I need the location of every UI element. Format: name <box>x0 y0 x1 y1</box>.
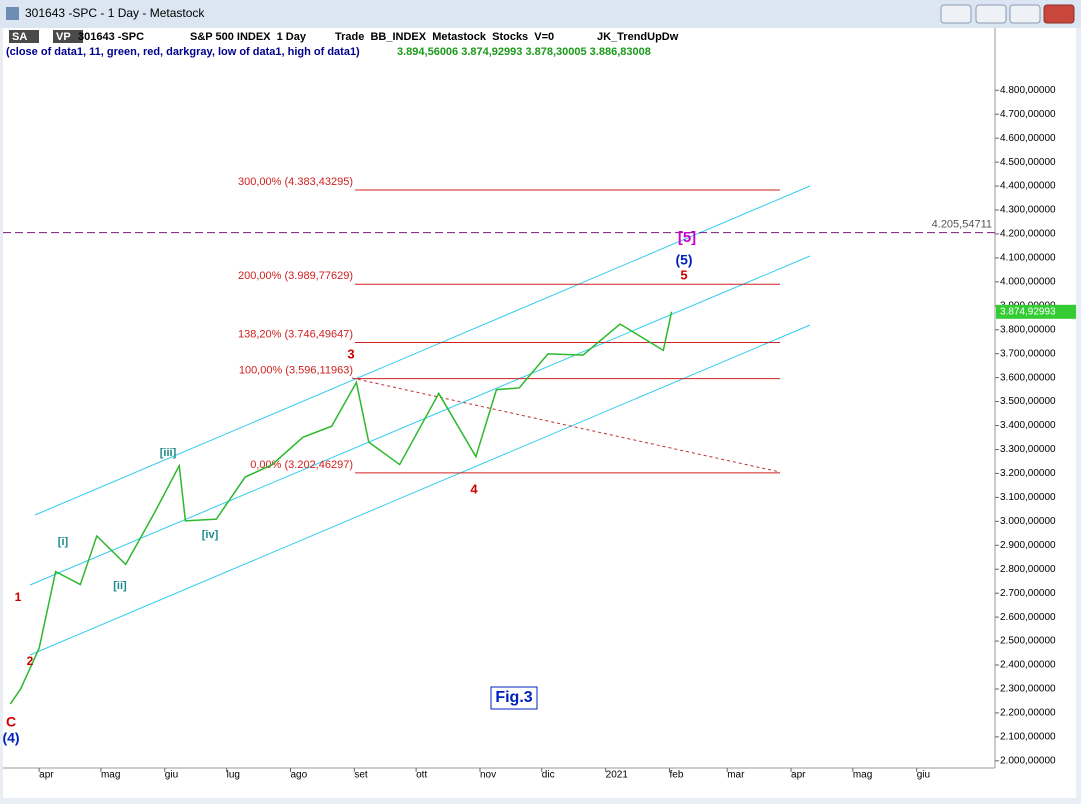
wave-label: 3 <box>347 346 354 361</box>
y-tick-label: 2.100,00000 <box>1000 732 1056 743</box>
y-tick-label: 4.100,00000 <box>1000 253 1056 264</box>
toolbar-item: 301643 -SPC <box>78 31 144 43</box>
channel-line <box>29 255 811 586</box>
fib-label: 100,00% (3.596,11963) <box>239 364 353 376</box>
wave-label: (4) <box>2 730 19 746</box>
fib-label: 300,00% (4.383,43295) <box>238 176 353 188</box>
minimize-button[interactable] <box>975 4 1007 24</box>
x-tick-label: apr <box>39 770 54 781</box>
x-tick-label: giu <box>165 770 178 781</box>
y-tick-label: 4.400,00000 <box>1000 181 1056 192</box>
channel-line <box>29 324 811 656</box>
y-tick-label: 2.000,00000 <box>1000 755 1056 766</box>
toolbar-item: JK_TrendUpDw <box>597 31 679 43</box>
y-tick-label: 3.000,00000 <box>1000 516 1056 527</box>
fib-label: 0,00% (3.202,46297) <box>250 459 353 471</box>
y-tick-label: 3.500,00000 <box>1000 396 1056 407</box>
window-title: 301643 -SPC - 1 Day - Metastock <box>25 6 205 20</box>
y-tick-label: 3.200,00000 <box>1000 468 1056 479</box>
toolbar-item: SA <box>12 31 27 43</box>
toolbar-badge <box>9 30 39 43</box>
app-icon <box>6 7 19 20</box>
y-tick-label: 4.600,00000 <box>1000 133 1056 144</box>
fib-label: 138,20% (3.746,49647) <box>238 328 353 340</box>
toolbar-item: Trade BB_INDEX Metastock Stocks V=0 <box>335 31 554 43</box>
y-tick-label: 4.000,00000 <box>1000 276 1056 287</box>
price-line <box>9 311 673 705</box>
wave-label: [i] <box>58 536 69 548</box>
y-tick-label: 2.200,00000 <box>1000 708 1056 719</box>
y-tick-label: 4.800,00000 <box>1000 85 1056 96</box>
wave-label: 1 <box>15 590 22 604</box>
wave-label: C <box>6 714 16 730</box>
y-tick-label: 2.900,00000 <box>1000 540 1056 551</box>
y-tick-label: 2.700,00000 <box>1000 588 1056 599</box>
restore-button[interactable] <box>940 4 972 24</box>
figure-box <box>490 686 538 710</box>
last-price-label: 3.874,92993 <box>1000 306 1056 317</box>
y-tick-label: 3.600,00000 <box>1000 372 1056 383</box>
wave-label: [ii] <box>113 580 127 592</box>
y-tick-label: 2.500,00000 <box>1000 636 1056 647</box>
y-tick-label: 4.200,00000 <box>1000 229 1056 240</box>
x-tick-label: mag <box>853 770 872 781</box>
y-tick-label: 2.800,00000 <box>1000 564 1056 575</box>
toolbar-item: VP <box>56 31 71 43</box>
x-tick-label: giu <box>917 770 930 781</box>
x-tick-label: mag <box>101 770 120 781</box>
x-tick-label: 2021 <box>606 770 629 781</box>
x-tick-label: dic <box>542 770 555 781</box>
wave-label: 4 <box>470 481 478 496</box>
toolbar-badge <box>53 30 83 43</box>
indicator-values: 3.894,56006 3.874,92993 3.878,30005 3.88… <box>397 46 651 58</box>
y-tick-label: 3.800,00000 <box>1000 324 1056 335</box>
window-buttons[interactable] <box>940 4 1075 24</box>
chart-area <box>3 28 1076 798</box>
wave-label: [iii] <box>160 447 177 459</box>
channel-line <box>34 185 811 516</box>
y-tick-label: 3.700,00000 <box>1000 348 1056 359</box>
last-price-box <box>996 304 1076 319</box>
fib-label: 200,00% (3.989,77629) <box>238 270 353 282</box>
x-tick-label: ago <box>290 770 307 781</box>
y-tick-label: 2.300,00000 <box>1000 684 1056 695</box>
wave-label: 5 <box>680 267 687 282</box>
x-tick-label: apr <box>791 770 806 781</box>
wave-label: [5] <box>678 229 696 246</box>
x-tick-label: lug <box>227 770 240 781</box>
y-tick-label: 4.300,00000 <box>1000 205 1056 216</box>
title-bar <box>0 0 1081 28</box>
x-tick-label: mar <box>727 770 745 781</box>
close-button[interactable] <box>1043 4 1075 24</box>
y-tick-label: 2.400,00000 <box>1000 660 1056 671</box>
x-tick-label: set <box>354 770 368 781</box>
toolbar-item: S&P 500 INDEX 1 Day <box>190 31 307 43</box>
x-tick-label: nov <box>480 770 496 781</box>
wave-label: (5) <box>675 252 692 268</box>
indicator-params: (close of data1, 11, green, red, darkgra… <box>6 46 360 58</box>
y-tick-label: 2.600,00000 <box>1000 612 1056 623</box>
wave-label: Fig.3 <box>495 689 532 706</box>
wave-label: 2 <box>27 654 34 668</box>
y-tick-label: 3.400,00000 <box>1000 420 1056 431</box>
x-tick-label: ott <box>416 770 427 781</box>
target-label: 4.205,54711 <box>932 219 992 231</box>
y-tick-label: 3.300,00000 <box>1000 444 1056 455</box>
maximize-button[interactable] <box>1009 4 1041 24</box>
wave-label: [iv] <box>202 529 219 541</box>
y-tick-label: 4.700,00000 <box>1000 109 1056 120</box>
y-tick-label: 3.100,00000 <box>1000 492 1056 503</box>
trend-line <box>351 377 781 473</box>
x-tick-label: feb <box>670 770 684 781</box>
y-tick-label: 4.500,00000 <box>1000 157 1056 168</box>
